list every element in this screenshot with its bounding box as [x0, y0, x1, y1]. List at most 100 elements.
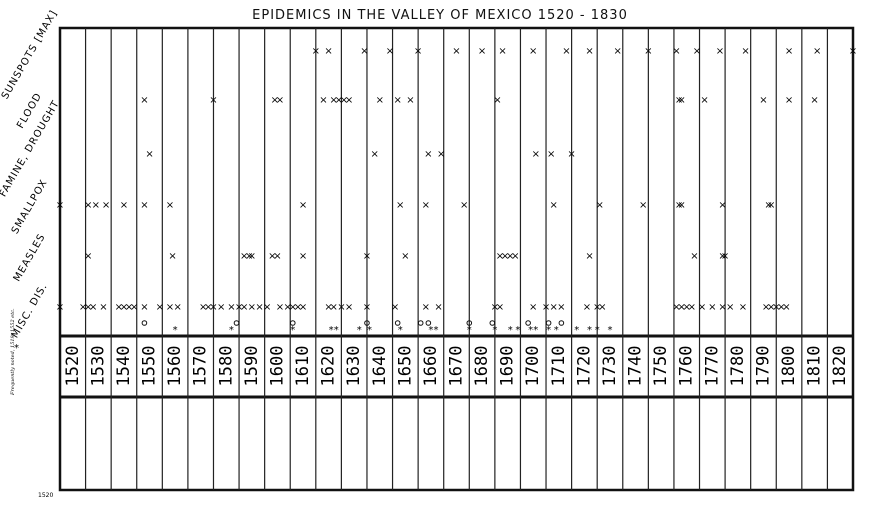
event-mark: ×	[422, 302, 430, 313]
asterisk-mark: *	[528, 325, 533, 336]
event-mark: ×	[613, 46, 621, 57]
event-mark: ×	[424, 149, 432, 160]
drought-symbol	[558, 320, 565, 326]
event-mark: ×	[273, 251, 281, 262]
event-mark: ×	[498, 46, 506, 57]
year-tick-label: 1620	[319, 346, 339, 387]
drought-symbol	[394, 320, 401, 326]
year-tick-label: 1560	[165, 346, 185, 387]
event-mark: ×	[585, 46, 593, 57]
year-tick-label: 1800	[779, 346, 799, 387]
event-mark: ×	[785, 46, 793, 57]
drought-symbol	[233, 320, 240, 326]
drought-symbol	[466, 320, 473, 326]
event-mark: ×	[716, 46, 724, 57]
event-mark: ×	[478, 46, 486, 57]
year-tick-label: 1740	[626, 346, 646, 387]
drought-symbol	[141, 320, 148, 326]
event-mark: ×	[271, 95, 279, 106]
year-labels: 1520 1530 1540 1550 1560 1570 1580 1590 1600 1610…	[63, 346, 850, 387]
event-mark: ×	[785, 95, 793, 106]
year-tick-label: 1550	[140, 346, 160, 387]
event-mark: ×	[496, 251, 504, 262]
event-mark: ×	[255, 302, 263, 313]
event-mark: ×	[529, 46, 537, 57]
event-mark: ×	[363, 251, 371, 262]
year-tick-label: 1780	[728, 346, 748, 387]
event-mark: ×	[268, 251, 276, 262]
event-mark: ×	[319, 95, 327, 106]
footnote-mark: *	[14, 343, 20, 354]
drought-symbol	[489, 320, 496, 326]
year-tick-label: 1690	[498, 346, 518, 387]
event-mark: ×	[156, 302, 164, 313]
event-mark: ×	[782, 302, 790, 313]
event-mark: ×	[677, 302, 685, 313]
event-mark: ×	[542, 302, 550, 313]
event-mark: ×	[84, 302, 92, 313]
event-mark: ×	[741, 46, 749, 57]
event-mark: ×	[363, 302, 371, 313]
event-mark: ×	[718, 251, 726, 262]
event-mark: ×	[56, 302, 64, 313]
bottom-year-label: 1520	[38, 492, 53, 499]
year-tick-label: 1640	[370, 346, 390, 387]
extra-symbols: * * * * * * * * * * * * * * * * * * * * * *	[141, 320, 612, 336]
asterisk-mark: *	[334, 325, 339, 336]
asterisk-mark: *	[508, 325, 513, 336]
asterisk-mark: *	[515, 325, 520, 336]
year-tick-label: 1590	[242, 346, 262, 387]
event-mark: ×	[345, 95, 353, 106]
event-mark: ×	[675, 95, 683, 106]
event-mark: ×	[529, 302, 537, 313]
event-mark: ×	[204, 302, 212, 313]
event-mark: ×	[501, 251, 509, 262]
year-tick-label: 1710	[549, 346, 569, 387]
event-mark: ×	[422, 200, 430, 211]
event-mark: ×	[140, 200, 148, 211]
event-mark: ×	[639, 200, 647, 211]
asterisk-mark: *	[587, 325, 592, 336]
event-mark: ×	[700, 95, 708, 106]
event-mark: ×	[391, 302, 399, 313]
event-mark: ×	[759, 95, 767, 106]
year-tick-label: 1770	[702, 346, 722, 387]
event-mark: ×	[532, 149, 540, 160]
event-mark: ×	[289, 302, 297, 313]
event-mark: ×	[406, 95, 414, 106]
event-mark: ×	[452, 46, 460, 57]
year-tick-label: 1540	[114, 346, 134, 387]
year-tick-label: 1810	[805, 346, 825, 387]
event-mark: ×	[299, 200, 307, 211]
event-mark: ×	[263, 302, 271, 313]
event-mark: ×	[434, 302, 442, 313]
event-mark: ×	[693, 46, 701, 57]
event-mark: ×	[217, 302, 225, 313]
event-mark: ×	[283, 302, 291, 313]
event-mark: ×	[437, 149, 445, 160]
event-mark: ×	[335, 95, 343, 106]
footnote: Frequently noted, 1519, 1552 etc.	[10, 308, 16, 396]
year-tick-label: 1630	[344, 346, 364, 387]
event-mark: ×	[401, 251, 409, 262]
event-mark: ×	[299, 251, 307, 262]
chart-title: EPIDEMICS IN THE VALLEY OF MEXICO 1520 -…	[252, 8, 628, 23]
event-mark: ×	[79, 302, 87, 313]
event-mark: ×	[718, 200, 726, 211]
event-mark: ×	[683, 302, 691, 313]
event-mark: ×	[92, 200, 100, 211]
event-mark: ×	[235, 302, 243, 313]
asterisk-mark: *	[533, 325, 538, 336]
event-mark: ×	[698, 302, 706, 313]
event-mark: ×	[276, 302, 284, 313]
event-mark: ×	[360, 46, 368, 57]
event-mark: ×	[672, 302, 680, 313]
asterisk-mark: *	[574, 325, 579, 336]
event-mark: ×	[145, 149, 153, 160]
asterisk-mark: *	[290, 325, 295, 336]
grid-lines	[84, 28, 829, 490]
event-mark: ×	[562, 46, 570, 57]
event-mark: ×	[598, 302, 606, 313]
drought-symbol	[417, 320, 424, 326]
